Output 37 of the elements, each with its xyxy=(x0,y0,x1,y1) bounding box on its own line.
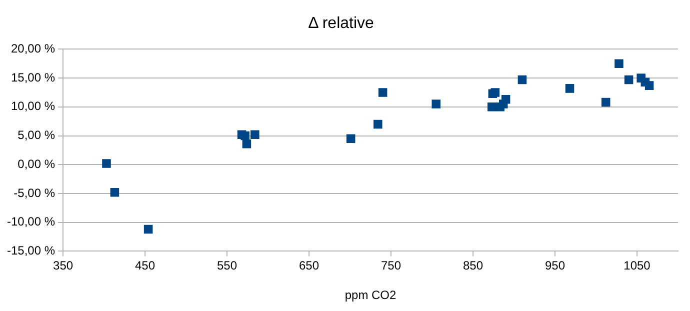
x-tick-label: 550 xyxy=(217,258,238,273)
point xyxy=(501,95,510,104)
x-tick-label: 1050 xyxy=(624,258,651,273)
point xyxy=(432,100,440,108)
y-tick-label: 15,00 % xyxy=(10,70,56,84)
point xyxy=(490,88,500,97)
point xyxy=(240,131,250,140)
point xyxy=(374,120,382,129)
chart-title: Δ relative xyxy=(308,15,374,32)
y-tick-label: -15,00 % xyxy=(7,244,56,258)
point xyxy=(242,139,252,148)
y-tick-label: 0,00 % xyxy=(18,156,56,171)
y-tick-label: 20,00 % xyxy=(10,42,56,56)
point xyxy=(644,81,654,90)
y-tick-label: -10,00 % xyxy=(7,214,56,229)
point xyxy=(565,84,574,93)
point xyxy=(601,98,610,107)
y-tick-label: 5,00 % xyxy=(18,128,56,142)
x-axis-title: ppm CO2 xyxy=(344,288,397,302)
x-tick-label: 350 xyxy=(53,258,74,273)
x-tick-label: 650 xyxy=(299,258,320,273)
y-tick-label: -5,00 % xyxy=(14,186,56,200)
x-tick-label: 750 xyxy=(381,258,402,273)
point xyxy=(378,88,388,97)
point xyxy=(102,159,111,168)
point xyxy=(110,188,120,197)
point xyxy=(624,75,634,84)
y-tick-label: 10,00 % xyxy=(10,99,56,114)
point xyxy=(518,75,527,84)
point xyxy=(346,134,356,144)
x-tick-label: 450 xyxy=(135,258,156,273)
x-tick-label: 950 xyxy=(544,258,566,273)
point xyxy=(487,102,496,112)
point xyxy=(614,59,624,68)
point xyxy=(250,130,260,140)
x-tick-label: 850 xyxy=(462,258,484,273)
point xyxy=(144,224,153,234)
